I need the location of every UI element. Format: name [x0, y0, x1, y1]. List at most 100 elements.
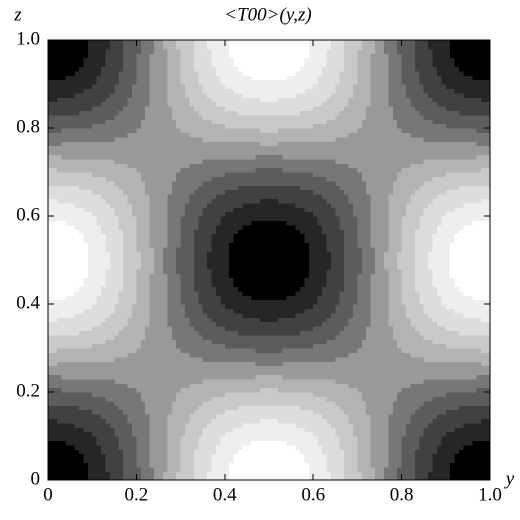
contour-cell	[96, 326, 102, 331]
contour-cell	[136, 304, 142, 309]
contour-cell	[56, 458, 62, 463]
contour-cell	[238, 326, 244, 331]
contour-cell	[304, 334, 310, 340]
contour-cell	[352, 449, 358, 455]
contour-cell	[397, 286, 403, 292]
contour-cell	[61, 453, 67, 459]
contour-cell	[162, 440, 168, 446]
contour-cell	[246, 414, 252, 419]
contour-cell	[335, 348, 341, 353]
contour-cell	[193, 378, 199, 384]
contour-cell	[101, 392, 107, 397]
contour-cell	[162, 462, 168, 468]
contour-cell	[392, 361, 398, 367]
contour-cell	[467, 334, 473, 340]
contour-cell	[357, 365, 363, 371]
contour-cell	[299, 352, 305, 358]
contour-cell	[383, 414, 389, 419]
contour-cell	[379, 343, 385, 349]
contour-cell	[379, 462, 385, 468]
contour-cell	[383, 471, 389, 477]
contour-cell	[308, 370, 314, 375]
contour-cell	[246, 317, 252, 323]
contour-cell	[48, 422, 54, 428]
contour-cell	[167, 466, 173, 472]
contour-cell	[383, 304, 389, 309]
contour-cell	[392, 431, 398, 437]
contour-cell	[299, 400, 305, 406]
contour-cell	[114, 343, 120, 349]
contour-cell	[432, 458, 438, 463]
contour-cell	[83, 343, 89, 349]
contour-cell	[432, 392, 438, 397]
contour-cell	[83, 431, 89, 437]
contour-cell	[463, 400, 469, 406]
contour-cell	[467, 365, 473, 371]
contour-cell	[171, 453, 177, 459]
contour-cell	[74, 365, 80, 371]
contour-cell	[277, 462, 283, 468]
contour-cell	[419, 352, 425, 358]
contour-cell	[450, 436, 456, 441]
contour-cell	[96, 462, 102, 468]
contour-cell	[189, 422, 195, 428]
contour-cell	[348, 414, 354, 419]
contour-cell	[361, 418, 367, 424]
contour-cell	[344, 308, 350, 314]
contour-cell	[145, 290, 151, 296]
contour-cell	[375, 295, 381, 301]
contour-cell	[273, 449, 279, 455]
contour-cell	[207, 453, 213, 459]
contour-cell	[224, 268, 230, 274]
contour-cell	[370, 356, 376, 362]
contour-cell	[401, 449, 407, 455]
contour-cell	[145, 304, 151, 309]
contour-cell	[207, 370, 213, 375]
contour-cell	[392, 374, 398, 380]
contour-cell	[330, 273, 336, 279]
contour-cell	[454, 383, 460, 389]
contour-cell	[109, 290, 115, 296]
contour-cell	[264, 330, 270, 336]
contour-cell	[229, 308, 235, 314]
contour-cell	[83, 352, 89, 358]
contour-cell	[295, 374, 301, 380]
contour-cell	[388, 370, 394, 375]
contour-cell	[392, 273, 398, 279]
contour-cell	[52, 326, 58, 331]
contour-cell	[171, 282, 177, 287]
contour-cell	[123, 374, 129, 380]
contour-cell	[260, 449, 266, 455]
contour-cell	[229, 321, 235, 327]
contour-cell	[370, 453, 376, 459]
contour-cell	[344, 330, 350, 336]
contour-cell	[282, 268, 288, 274]
contour-cell	[361, 286, 367, 292]
contour-cell	[339, 422, 345, 428]
contour-cell	[414, 317, 420, 323]
contour-cell	[472, 326, 478, 331]
contour-cell	[357, 440, 363, 446]
contour-cell	[238, 405, 244, 411]
contour-cell	[304, 370, 310, 375]
contour-cell	[428, 436, 434, 441]
contour-cell	[370, 418, 376, 424]
contour-cell	[105, 378, 111, 384]
contour-cell	[476, 264, 482, 270]
contour-cell	[215, 286, 221, 292]
contour-cell	[330, 378, 336, 384]
contour-cell	[410, 453, 416, 459]
contour-cell	[92, 273, 98, 279]
contour-cell	[335, 356, 341, 362]
contour-cell	[56, 348, 62, 353]
contour-cell	[286, 277, 292, 283]
contour-cell	[414, 458, 420, 463]
contour-cell	[193, 282, 199, 287]
contour-cell	[299, 422, 305, 428]
contour-cell	[317, 422, 323, 428]
contour-cell	[379, 361, 385, 367]
contour-cell	[445, 453, 451, 459]
contour-cell	[419, 405, 425, 411]
contour-cell	[423, 273, 429, 279]
contour-cell	[282, 387, 288, 393]
